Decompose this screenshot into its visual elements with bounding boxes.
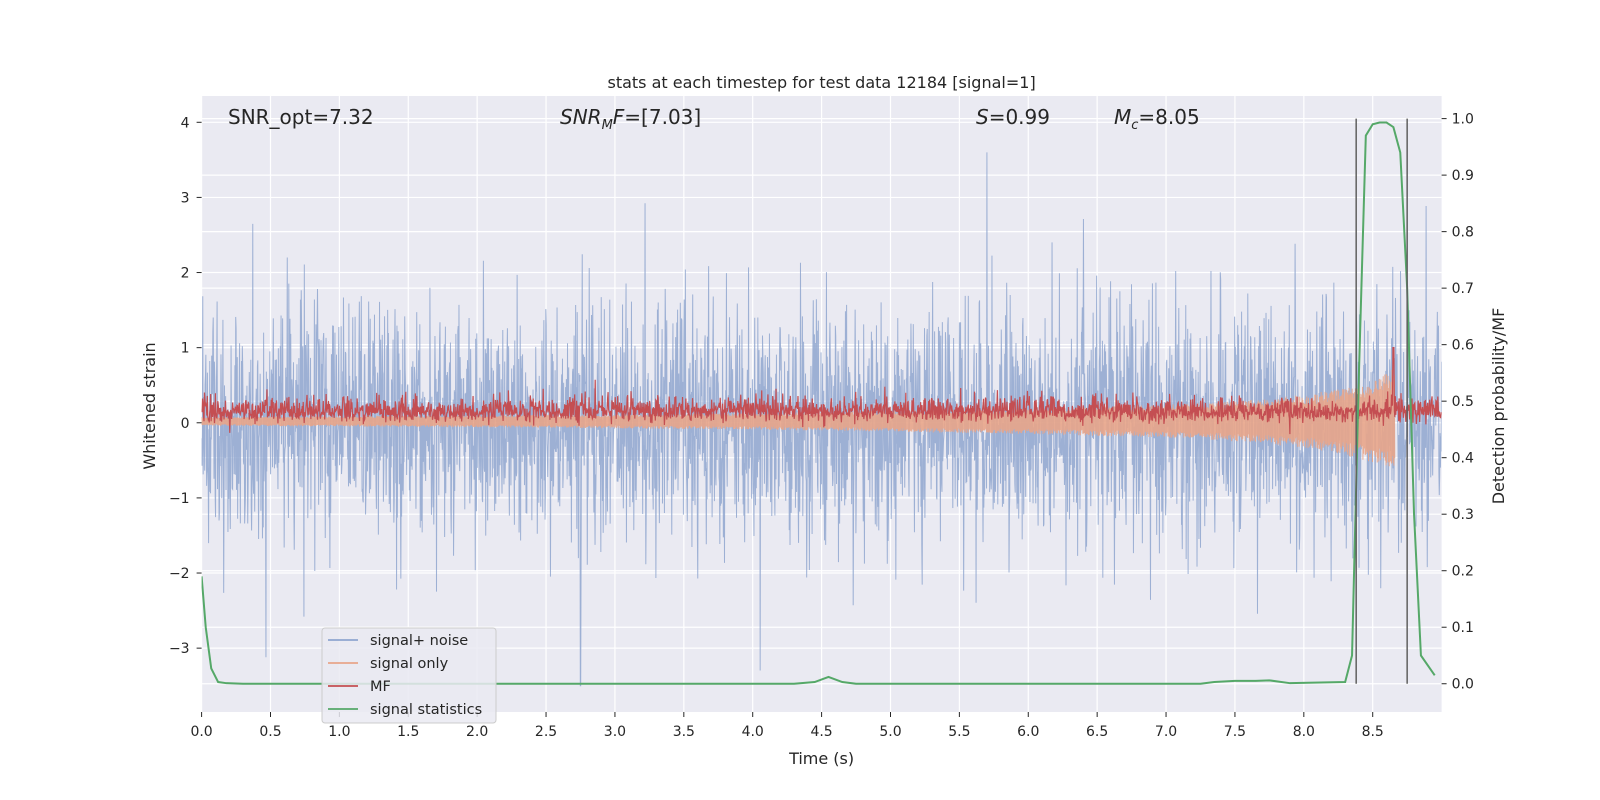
vertical-lines [1355,118,1408,684]
legend-label-signal-only: signal only [370,656,449,672]
snr-opt-annotation: SNR_opt=7.32 [228,105,374,129]
series-signal-statistics [201,121,1436,685]
x-tick-label: 8.0 [1293,724,1315,740]
legend-label-signal-noise: signal+ noise [370,633,468,649]
y-tick-label: 2 [181,266,190,282]
mc-value: =8.05 [1138,105,1199,129]
x-tick-label: 4.0 [742,724,764,740]
y-tick-label: 4 [181,115,190,131]
y-right-tick-label: 0.0 [1452,677,1474,693]
y-tick-label: 3 [181,190,190,206]
x-tick-label: 3.0 [604,724,626,740]
x-tick-label: 3.5 [673,724,695,740]
x-axis-label: Time (s) [788,749,854,768]
y-right-tick-label: 0.5 [1452,394,1474,410]
y-right-tick-label: 0.3 [1452,507,1474,523]
x-tick-label: 6.5 [1086,724,1108,740]
x-tick-label: 0.5 [259,724,281,740]
y-tick-label: −2 [169,566,190,582]
s-value: =0.99 [989,105,1050,129]
annotations: SNR_opt=7.32 SNRMF=[7.03] S=0.99 Mc=8.05 [228,105,1200,133]
x-tick-label: 0.0 [190,724,212,740]
x-tick-label: 5.0 [879,724,901,740]
y-tick-labels: 4 3 2 1 0 −1 −2 −3 [169,115,202,657]
y-axis-label: Whitened strain [140,342,159,469]
y-right-tick-label: 1.0 [1452,112,1474,128]
x-tick-label: 5.5 [948,724,970,740]
legend-label-signal-statistics: signal statistics [370,702,482,718]
x-tick-label: 4.5 [810,724,832,740]
x-tick-label: 7.5 [1224,724,1246,740]
y-right-tick-label: 0.4 [1452,451,1474,467]
y-right-tick-label: 0.2 [1452,564,1474,580]
mc-annotation: Mc=8.05 [1114,105,1200,133]
s-annotation: S=0.99 [976,105,1050,129]
legend-label-mf: MF [370,679,391,695]
series-layer [201,121,1442,687]
x-tick-label: 7.0 [1155,724,1177,740]
y-tick-label: −1 [169,491,190,507]
y-right-tick-label: 0.8 [1452,225,1474,241]
snr-mf-annotation: SNRMF=[7.03] [560,105,701,133]
y-right-tick-label: 0.6 [1452,338,1474,354]
x-tick-label: 1.5 [397,724,419,740]
x-tick-label: 2.0 [466,724,488,740]
x-tick-labels: 0.0 0.5 1.0 1.5 2.0 2.5 3.0 3.5 4.0 4.5 5.0 5.5 6.0 6… [190,712,1384,740]
legend: signal+ noise signal only MF signal stat… [321,627,497,724]
series-mf [201,347,1442,435]
x-tick-label: 1.0 [328,724,350,740]
y-right-tick-label: 0.9 [1452,168,1474,184]
snr-mf-value: =[7.03] [624,105,701,129]
y-tick-label: 1 [181,341,190,357]
y-right-tick-label: 0.1 [1452,620,1474,636]
series-signal-noise [201,152,1442,687]
x-tick-label: 6.0 [1017,724,1039,740]
y-tick-label: −3 [169,641,190,657]
y-tick-label: 0 [181,416,190,432]
y-right-axis-label: Detection probability/MF [1489,308,1508,505]
y-right-tick-labels: 1.0 0.9 0.8 0.7 0.6 0.5 0.4 0.3 0.2 0.1 0.0 [1441,112,1474,693]
x-tick-label: 2.5 [535,724,557,740]
chart-title: stats at each timestep for test data 121… [607,73,1035,92]
x-tick-label: 8.5 [1362,724,1384,740]
legend-box [321,627,497,724]
y-right-tick-label: 0.7 [1452,281,1474,297]
